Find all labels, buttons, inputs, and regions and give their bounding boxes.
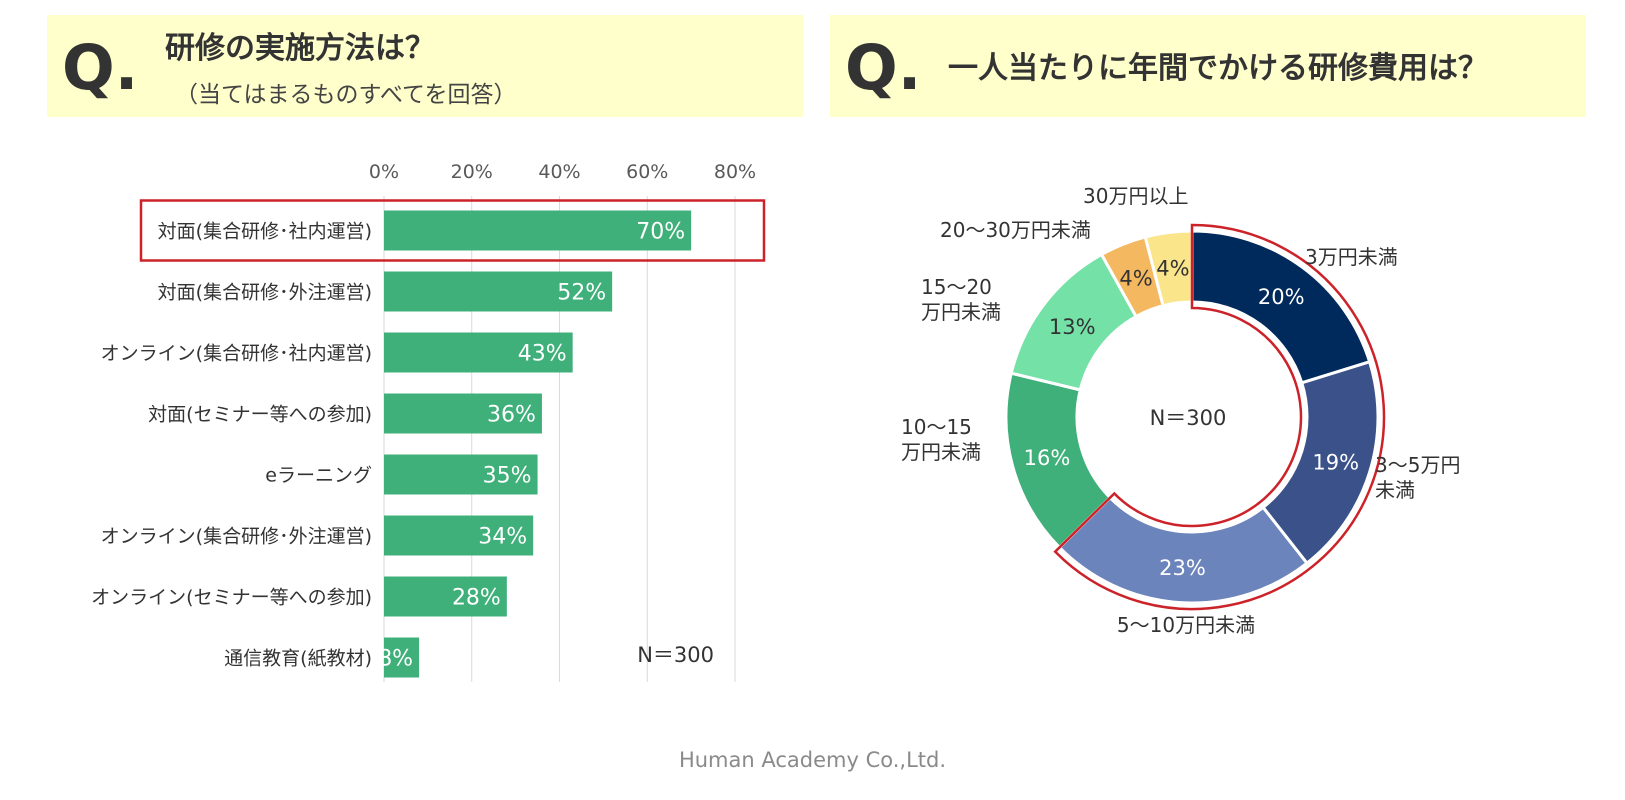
bar: [384, 393, 542, 434]
data-label: 36%: [487, 403, 536, 428]
slice-category-label: 20～30万円未満: [940, 218, 1091, 242]
sample-size-label: N＝300: [637, 643, 714, 667]
highlight-box: [139, 199, 766, 262]
category-label: オンライン(集合研修･外注運営): [101, 526, 372, 548]
slice-value-label: 4%: [1119, 266, 1152, 290]
slice-category-label: 15～20: [921, 275, 992, 299]
bar: [384, 576, 507, 617]
bar: [384, 210, 692, 251]
x-tick-label: 80%: [714, 161, 756, 183]
question-panel-right: Q. 一人当たりに年間でかける研修費用は？: [830, 15, 1586, 117]
category-label: 対面(集合研修･外注運営): [158, 282, 372, 304]
slice-value-label: 20%: [1258, 285, 1305, 309]
data-label: 52%: [557, 281, 606, 306]
bar: [384, 454, 538, 495]
bar: [384, 271, 613, 312]
question-title: 一人当たりに年間でかける研修費用は？: [948, 51, 1488, 86]
x-tick-label: 40%: [538, 161, 580, 183]
slice-value-label: 13%: [1049, 315, 1096, 339]
x-tick-label: 60%: [626, 161, 668, 183]
data-label: 28%: [452, 586, 501, 611]
slice-category-label: 3万円未満: [1305, 245, 1398, 269]
center-label: N＝300: [1150, 406, 1227, 430]
data-label: 8%: [378, 647, 413, 672]
category-label: オンライン(セミナー等への参加): [91, 587, 372, 609]
slice-category-label: 10～15: [901, 415, 972, 439]
slice-category-label: 未満: [1375, 478, 1415, 502]
data-label: 70%: [636, 220, 685, 245]
data-label: 35%: [483, 464, 532, 489]
slice-category-label: 万円未満: [921, 300, 1001, 324]
data-label: 34%: [478, 525, 527, 550]
category-label: 対面(集合研修･社内運営): [158, 221, 372, 243]
highlight-outline: [1053, 223, 1386, 611]
footer-copyright: Human Academy Co.,Ltd.: [678, 748, 947, 772]
slice-category-label: 30万円以上: [1083, 184, 1188, 208]
bar: [384, 332, 573, 373]
donut-slice: [1057, 495, 1310, 605]
q-mark: Q.: [845, 31, 922, 104]
question-subtitle: （当てはまるものすべてを回答）: [175, 82, 517, 108]
category-label: オンライン(集合研修･社内運営): [101, 343, 372, 365]
slice-value-label: 16%: [1024, 446, 1071, 470]
slice-category-label: 3～5万円: [1375, 453, 1460, 477]
q-mark: Q.: [62, 31, 139, 104]
slice-value-label: 19%: [1312, 451, 1359, 475]
data-label: 43%: [518, 342, 567, 367]
x-tick-label: 0%: [369, 161, 399, 183]
bar: [384, 515, 534, 556]
slice-category-label: 5～10万円未満: [1117, 613, 1255, 637]
category-label: 対面(セミナー等への参加): [148, 404, 372, 426]
slice-value-label: 4%: [1156, 257, 1189, 281]
bar: [384, 637, 420, 678]
x-tick-label: 20%: [451, 161, 493, 183]
slice-category-label: 万円未満: [901, 440, 981, 464]
category-label: 通信教育(紙教材): [224, 648, 372, 670]
question-panel-left: Q. 研修の実施方法は？ （当てはまるものすべてを回答）: [47, 15, 803, 117]
slice-value-label: 23%: [1159, 556, 1206, 580]
question-title: 研修の実施方法は？: [165, 31, 435, 66]
category-label: eラーニング: [265, 465, 372, 487]
